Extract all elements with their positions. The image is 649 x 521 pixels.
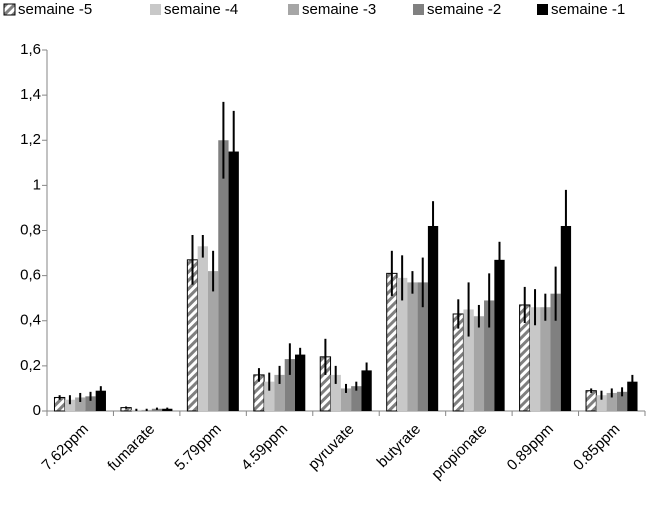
- bar: [616, 391, 628, 411]
- legend-label: semaine -1: [551, 1, 625, 18]
- bar: [585, 390, 597, 412]
- x-tick-label: 7.62ppm: [39, 421, 92, 474]
- legend-swatch: [288, 4, 299, 15]
- x-tick-label: propionate: [428, 421, 490, 483]
- bar: [361, 370, 372, 411]
- x-tick-label: fumarate: [104, 421, 158, 475]
- x-tick-label: 0.85ppm: [570, 421, 623, 474]
- legend-label: semaine -3: [302, 1, 376, 18]
- y-tick-label: 1,2: [20, 131, 41, 148]
- bar: [540, 307, 551, 411]
- x-tick-label: 5.79ppm: [171, 421, 224, 474]
- legend-swatch: [413, 4, 424, 15]
- bar: [596, 395, 607, 411]
- y-tick-label: 1: [33, 176, 41, 193]
- bar: [95, 390, 106, 411]
- bar: [396, 277, 408, 411]
- bar: [284, 359, 296, 411]
- bar: [295, 354, 306, 411]
- bar: [417, 282, 428, 411]
- bar: [75, 397, 86, 411]
- bar: [218, 140, 229, 411]
- legend-label: semaine -4: [164, 1, 238, 18]
- y-tick-label: 0,2: [20, 357, 41, 374]
- bar: [197, 246, 208, 411]
- y-tick-label: 0: [33, 402, 41, 419]
- y-tick-label: 0,8: [20, 221, 41, 238]
- bar: [207, 271, 219, 411]
- y-tick-label: 1,4: [20, 86, 41, 103]
- legend-swatch: [150, 4, 161, 15]
- legend-swatch: [537, 4, 548, 15]
- y-tick-label: 0,6: [20, 267, 41, 284]
- bar: [264, 381, 275, 411]
- x-tick-label: 4.59ppm: [238, 421, 291, 474]
- bar: [340, 388, 352, 411]
- x-tick-label: butyrate: [374, 421, 424, 471]
- bar: [85, 396, 96, 411]
- legend-swatch: [3, 3, 16, 16]
- bar: [274, 374, 285, 411]
- bar: [484, 300, 495, 411]
- bar: [550, 293, 561, 411]
- bar: [606, 392, 617, 411]
- bar: [463, 309, 474, 411]
- bar: [560, 225, 572, 411]
- bar: [330, 374, 341, 411]
- bar: [64, 399, 76, 411]
- y-tick-label: 1,6: [20, 41, 41, 58]
- x-tick-label: pyruvate: [305, 421, 358, 474]
- bar: [494, 259, 505, 411]
- legend-label: semaine -2: [427, 1, 501, 18]
- bar: [529, 307, 541, 411]
- bar: [351, 386, 362, 411]
- bar: [228, 151, 239, 411]
- bar: [427, 225, 439, 411]
- bar: [473, 316, 485, 411]
- legend-label: semaine -5: [18, 1, 92, 18]
- x-tick-label: 0.89ppm: [504, 421, 557, 474]
- bar: [627, 381, 638, 411]
- bar: [407, 282, 418, 411]
- y-tick-label: 0,4: [20, 312, 41, 329]
